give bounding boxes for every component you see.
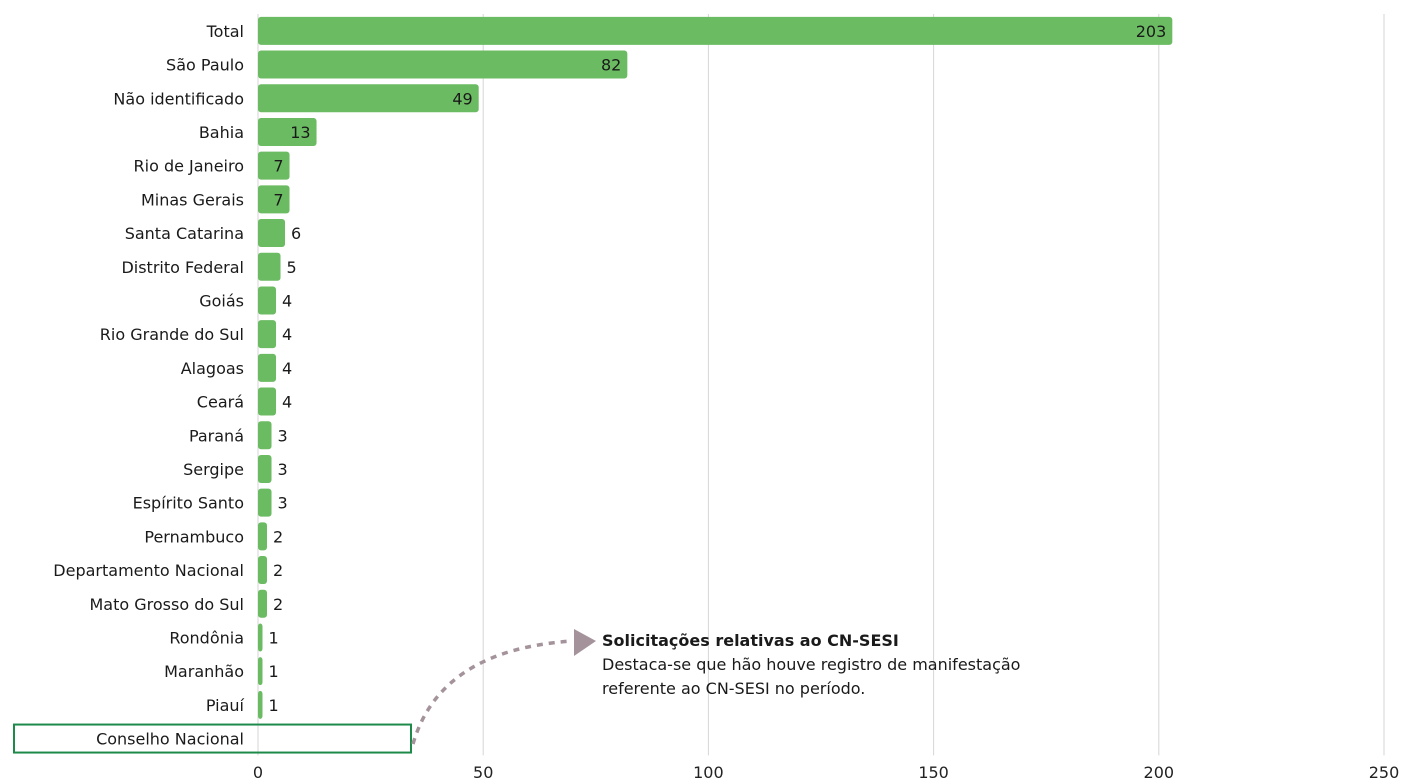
value-label: 1	[269, 696, 279, 715]
category-labels: Total São Paulo Não identificado Bahia Rio d…	[13, 22, 412, 754]
category-label: Sergipe	[183, 460, 244, 479]
category-label: Mato Grosso do Sul	[90, 595, 245, 614]
bar	[258, 252, 281, 281]
bar	[258, 117, 317, 146]
bar	[258, 16, 1173, 45]
bar	[258, 488, 272, 517]
value-label: 3	[278, 426, 288, 445]
category-label: Departamento Nacional	[53, 561, 244, 580]
bar	[258, 690, 263, 719]
bar	[258, 353, 277, 382]
value-label: 5	[287, 258, 297, 277]
value-label: 4	[282, 325, 292, 344]
bar	[258, 623, 263, 652]
x-tick-label: 0	[253, 763, 263, 781]
bar	[258, 320, 277, 349]
category-label: Ceará	[197, 393, 244, 412]
x-tick-label: 50	[473, 763, 493, 781]
value-label: 4	[282, 393, 292, 412]
bar	[258, 454, 272, 483]
bar	[258, 421, 272, 450]
bars	[258, 16, 1173, 719]
category-label: Santa Catarina	[125, 224, 244, 243]
category-label: Não identificado	[113, 89, 244, 108]
x-axis-ticks: 0 50 100 150 200 250	[253, 763, 1399, 781]
value-label: 3	[278, 460, 288, 479]
category-label: Espírito Santo	[133, 494, 244, 513]
x-tick-label: 150	[918, 763, 949, 781]
value-label: 2	[273, 595, 283, 614]
value-label: 2	[273, 561, 283, 580]
bar	[258, 50, 628, 79]
value-label: 7	[273, 157, 283, 176]
category-label: São Paulo	[166, 56, 244, 75]
category-label: Rio Grande do Sul	[100, 325, 244, 344]
value-label: 1	[269, 628, 279, 647]
bar	[258, 657, 263, 686]
value-label: 4	[282, 359, 292, 378]
callout-arrow	[411, 629, 596, 745]
category-label: Maranhão	[164, 662, 244, 681]
category-label: Minas Gerais	[141, 190, 244, 209]
x-tick-label: 250	[1369, 763, 1400, 781]
value-label: 3	[278, 494, 288, 513]
bar	[258, 286, 277, 315]
value-label: 13	[290, 123, 310, 142]
category-label: Rio de Janeiro	[134, 157, 245, 176]
category-label: Pernambuco	[144, 527, 244, 546]
value-label: 49	[452, 89, 472, 108]
category-label: Total	[206, 22, 244, 41]
bar	[258, 556, 268, 585]
value-label: 82	[601, 56, 621, 75]
category-label: Rondônia	[169, 628, 244, 647]
bar	[258, 589, 268, 618]
value-label: 4	[282, 291, 292, 310]
value-label: 7	[273, 190, 283, 209]
category-label: Piauí	[206, 696, 245, 715]
bar	[258, 522, 268, 551]
highlight-box	[13, 723, 412, 754]
x-tick-label: 200	[1144, 763, 1175, 781]
category-label: Paraná	[189, 426, 244, 445]
bar	[258, 387, 277, 416]
value-label: 203	[1136, 22, 1167, 41]
bar	[258, 151, 290, 180]
x-tick-label: 100	[693, 763, 724, 781]
annotation-body: Destaca-se que hão houve registro de man…	[602, 655, 1021, 698]
value-label: 2	[273, 527, 283, 546]
category-label: Conselho Nacional	[96, 730, 244, 749]
category-label: Bahia	[199, 123, 244, 142]
callout-line	[411, 639, 573, 745]
bar	[258, 84, 479, 113]
annotation-title: Solicitações relativas ao CN-SESI	[602, 631, 899, 650]
value-label: 6	[291, 224, 301, 243]
bar	[258, 219, 286, 248]
bar	[258, 185, 290, 214]
category-label: Goiás	[199, 291, 244, 310]
callout-arrowhead	[574, 629, 596, 656]
category-label: Alagoas	[181, 359, 244, 378]
value-label: 1	[269, 662, 279, 681]
category-label: Distrito Federal	[121, 258, 244, 277]
annotation: Solicitações relativas ao CN-SESI Destac…	[602, 629, 1122, 701]
